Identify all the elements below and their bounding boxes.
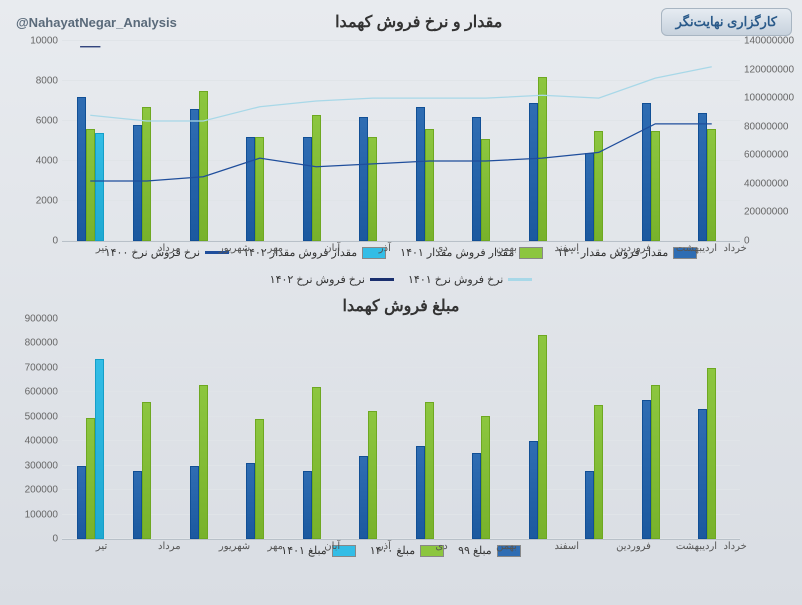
y-left-label: 0	[52, 236, 62, 247]
bar	[642, 400, 651, 539]
bar	[199, 385, 208, 539]
y-left-label: 700000	[25, 362, 62, 373]
y-right-label: 40000000	[740, 178, 789, 189]
chart1-title: مقدار و نرخ فروش کهمدا	[187, 12, 651, 32]
y-left-label: 800000	[25, 338, 62, 349]
y-left-label: 900000	[25, 314, 62, 325]
bar	[190, 466, 199, 539]
bar	[255, 419, 264, 539]
bar	[77, 466, 86, 539]
y-left-label: 600000	[25, 387, 62, 398]
bar	[368, 411, 377, 539]
bar	[86, 418, 95, 539]
x-label: آبان	[324, 243, 340, 254]
y-left-label: 100000	[25, 509, 62, 520]
x-label: مهر	[267, 541, 282, 552]
y-left-label: 4000	[36, 156, 62, 167]
x-label: بهمن	[496, 541, 517, 552]
y-right-label: 100000000	[740, 93, 794, 104]
chart2-title: مبلغ فروش کهمدا	[10, 296, 792, 316]
y-left-label: 2000	[36, 196, 62, 207]
chart1-legend: مقدار فروش مقدار۱۴۰۰مقدار فروش مقدار ۱۴۰…	[10, 242, 792, 290]
legend-item: نرخ فروش نرخ ۱۴۰۱	[408, 273, 532, 286]
x-label: شهریور	[219, 541, 250, 552]
y-left-label: 10000	[30, 36, 62, 47]
y-left-label: 6000	[36, 116, 62, 127]
x-label: فروردین	[616, 243, 651, 254]
x-label: مهر	[267, 243, 282, 254]
bar	[594, 405, 603, 539]
legend-item: مقدار فروش مقدار ۱۴۰۱	[400, 246, 543, 259]
bar	[651, 385, 660, 539]
bar	[425, 402, 434, 539]
bar	[246, 463, 255, 539]
x-label: فروردین	[616, 541, 651, 552]
x-label: اردیبهشت	[676, 541, 717, 552]
legend-item: مبلغ ۱۴۰۱	[281, 544, 355, 557]
bar	[529, 441, 538, 539]
legend-item: مقدار فروش مقدار ۱۴۰۲	[243, 246, 386, 259]
header: کارگزاری نهایت‌نگر مقدار و نرخ فروش کهمد…	[10, 8, 792, 36]
y-left-label: 400000	[25, 436, 62, 447]
x-label: آذر	[379, 541, 391, 552]
x-label: اسفند	[554, 541, 578, 552]
bar	[359, 456, 368, 539]
chart2-plot: 0100000200000300000400000500000600000700…	[62, 318, 740, 540]
bar	[303, 471, 312, 539]
page: { "brokerage": "کارگزاری نهایت‌نگر", "ha…	[0, 0, 802, 605]
y-left-label: 0	[52, 534, 62, 545]
x-label: خرداد	[723, 541, 746, 552]
chart1-plot: 0200040006000800010000020000000400000006…	[62, 40, 740, 242]
bar	[95, 359, 104, 539]
y-right-label: 140000000	[740, 36, 794, 47]
handle: @NahayatNegar_Analysis	[10, 15, 177, 30]
chart2: مبلغ فروش کهمدا 010000020000030000040000…	[10, 296, 792, 561]
x-label: دی	[435, 541, 447, 552]
x-label: مرداد	[158, 243, 181, 254]
y-left-label: 300000	[25, 460, 62, 471]
bar	[312, 387, 321, 539]
y-right-label: 60000000	[740, 150, 789, 161]
x-label: اسفند	[554, 243, 578, 254]
brokerage-badge: کارگزاری نهایت‌نگر	[661, 8, 792, 36]
bar	[133, 471, 142, 539]
bar	[472, 453, 481, 539]
x-label: خرداد	[723, 243, 746, 254]
y-right-label: 80000000	[740, 121, 789, 132]
y-left-label: 500000	[25, 411, 62, 422]
bar	[142, 402, 151, 539]
x-label: آذر	[379, 243, 391, 254]
x-label: تیر	[96, 243, 107, 254]
y-right-label: 20000000	[740, 207, 789, 218]
bar	[481, 416, 490, 539]
bar	[585, 471, 594, 539]
x-label: آبان	[324, 541, 340, 552]
x-label: شهریور	[219, 243, 250, 254]
bar	[698, 409, 707, 539]
x-label: تیر	[96, 541, 107, 552]
bar	[538, 335, 547, 539]
x-label: اردیبهشت	[676, 243, 717, 254]
chart1: 0200040006000800010000020000000400000006…	[10, 40, 792, 290]
y-right-label: 120000000	[740, 64, 794, 75]
bar	[707, 368, 716, 539]
legend-item: نرخ فروش نرخ ۱۴۰۲	[270, 273, 394, 286]
bar	[416, 446, 425, 539]
y-left-label: 200000	[25, 485, 62, 496]
x-label: مرداد	[158, 541, 181, 552]
chart2-legend: مبلغ ۹۹مبلغ ۱۴۰۰مبلغ ۱۴۰۱	[10, 540, 792, 561]
x-label: بهمن	[496, 243, 517, 254]
x-label: دی	[435, 243, 447, 254]
y-left-label: 8000	[36, 76, 62, 87]
